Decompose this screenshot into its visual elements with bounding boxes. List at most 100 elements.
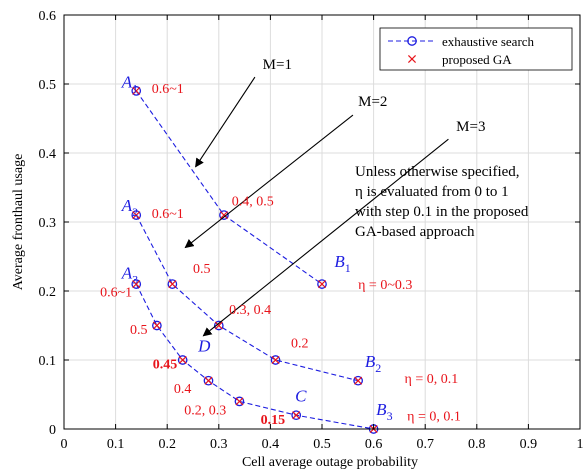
exhaustive-point (353, 375, 363, 386)
note-text: Unless otherwise specified, η is evaluate… (355, 164, 529, 240)
ga-cross-stroke (132, 86, 141, 95)
arrow-label-m2: M=2 (358, 94, 387, 110)
legend-box (379, 27, 573, 71)
exhaustive-point (219, 210, 229, 220)
exhaustive-point (177, 355, 188, 365)
arrow-m2 (184, 114, 354, 249)
point-label: 0.15 (261, 413, 286, 428)
point-labels: 0.6~1 0.4, 0.5 η = 0~0.3 0.6~1 0.5 0.3, 0.4 0.… (100, 72, 461, 428)
x-tick-label: 0.7 (416, 437, 434, 452)
exhaustive-point (317, 279, 327, 289)
ga-cross-stroke (152, 321, 161, 330)
ga-point (132, 86, 141, 95)
arrow-m3 (202, 138, 449, 337)
exhaustive-point (131, 86, 142, 96)
point-label: 0.6~1 (152, 82, 184, 97)
point-name-letter: B (365, 352, 376, 371)
legend-label-ga: proposed GA (442, 52, 512, 67)
axes: 0 0.1 0.2 0.3 0.4 0.5 0.6 0.7 0.8 0.9 1 0 0.1 0.2 0.3 0… (39, 9, 584, 452)
ga-cross-stroke (204, 376, 213, 385)
exhaustive-curve-m1 (135, 90, 323, 285)
point-name-letter: A (121, 72, 133, 91)
ga-cross-stroke (271, 355, 280, 365)
ga-cross-stroke (168, 280, 177, 289)
y-tick-label: 0.4 (39, 147, 57, 162)
point-name: B2 (365, 352, 381, 375)
ga-point (235, 397, 244, 406)
ga-cross-stroke (132, 211, 141, 220)
ga-point (219, 211, 228, 220)
legend-marker-exhaustive (407, 36, 417, 46)
ga-cross-stroke (354, 376, 363, 385)
point-name: A1 (121, 72, 138, 95)
arrow-label-m3: M=3 (456, 119, 485, 135)
point-name-subscript: 1 (132, 81, 138, 95)
ga-point (204, 376, 213, 385)
x-axis-label: Cell average outage probability (242, 455, 418, 470)
note-line: η is evaluated from 0 to 1 (355, 184, 509, 200)
ga-point (152, 321, 161, 330)
point-label: 0.4 (174, 382, 192, 397)
y-tick-label: 0.1 (39, 354, 57, 369)
arrow-m1 (195, 76, 256, 168)
point-name-letter: A (121, 264, 133, 283)
ga-point (292, 411, 301, 420)
point-name: D (197, 337, 211, 356)
ga-point (354, 376, 363, 385)
y-tick-label: 0.6 (39, 9, 57, 24)
point-label: 0.3, 0.4 (229, 303, 271, 318)
point-name-subscript: 2 (375, 361, 381, 375)
ga-point (132, 280, 141, 289)
point-name: C (295, 386, 307, 405)
ga-cross-stroke (317, 280, 327, 289)
ga-cross-stroke (214, 321, 223, 330)
ga-point (132, 211, 141, 220)
exhaustive-point (291, 410, 302, 421)
y-tick-label: 0 (49, 423, 56, 438)
legend-label-exhaustive: exhaustive search (442, 34, 535, 49)
exhaustive-point (270, 355, 281, 365)
x-tick-label: 0.1 (107, 437, 125, 452)
grid-lines (63, 14, 581, 430)
arrow-label-m1: M=1 (263, 57, 292, 73)
x-tick-label: 0.8 (468, 437, 486, 452)
exhaustive-point (213, 320, 224, 331)
y-axis-label: Average fronthaul usage (11, 154, 26, 291)
point-name-subscript: 2 (132, 205, 138, 219)
point-label: 0.6~1 (152, 207, 184, 222)
point-name-letter: A (121, 196, 133, 215)
ga-point (168, 280, 177, 289)
point-name-letter: B (334, 252, 345, 271)
exhaustive-curve-m2 (135, 214, 359, 382)
point-label: 0.45 (153, 357, 178, 372)
exhaustive-point (131, 279, 142, 289)
x-tick-label: 0.3 (210, 437, 228, 452)
ga-point (317, 280, 327, 289)
ga-cross-stroke (292, 411, 301, 420)
ga-cross-stroke (178, 355, 187, 365)
point-label: 0.5 (193, 262, 211, 277)
point-name-letter: C (295, 386, 307, 405)
ga-cross-stroke (132, 280, 141, 289)
ga-point (271, 355, 280, 365)
exhaustive-point (152, 320, 162, 331)
note-line: Unless otherwise specified, (355, 164, 520, 180)
point-name: A2 (121, 196, 138, 219)
point-name-subscript: 3 (387, 409, 393, 423)
point-name-subscript: 1 (345, 261, 351, 275)
exhaustive-point (203, 375, 214, 386)
point-name-subscript: 3 (132, 273, 138, 287)
x-tick-label: 0.9 (520, 437, 538, 452)
point-label: 0.5 (130, 323, 148, 338)
legend-marker-ga (407, 54, 417, 64)
exhaustive-point (234, 396, 245, 407)
y-tick-label: 0.5 (39, 78, 57, 93)
series-markers (131, 86, 379, 434)
x-tick-label: 0.5 (313, 437, 331, 452)
point-name: B1 (334, 252, 350, 275)
x-tick-label: 0.6 (365, 437, 383, 452)
point-label: 0.2, 0.3 (184, 404, 226, 419)
ga-point (178, 355, 187, 365)
